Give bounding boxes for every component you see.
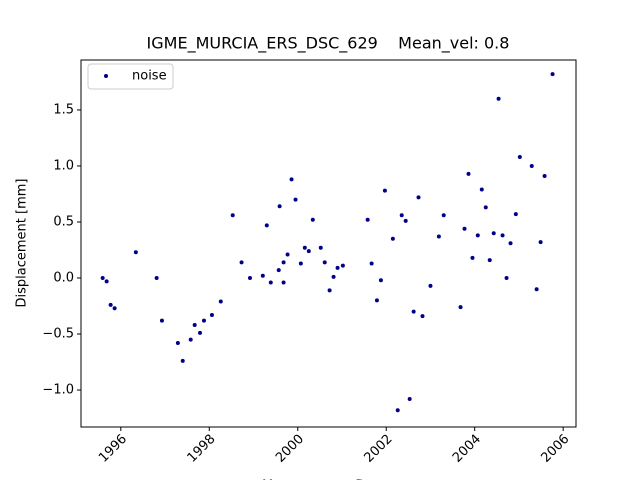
- point: [322, 260, 327, 265]
- point: [436, 234, 441, 239]
- chart-title: IGME_MURCIA_ERS_DSC_629 Mean_vel: 0.8: [147, 34, 510, 54]
- point: [264, 223, 269, 228]
- point: [293, 197, 298, 202]
- point: [479, 187, 484, 192]
- point: [247, 276, 252, 281]
- point: [458, 305, 463, 310]
- y-axis-label: Displacement [mm]: [15, 179, 30, 308]
- point: [513, 212, 518, 217]
- point: [496, 96, 501, 101]
- point: [466, 171, 471, 176]
- point: [399, 213, 404, 218]
- point: [327, 288, 332, 293]
- point: [175, 340, 180, 345]
- point: [112, 306, 117, 311]
- point: [411, 309, 416, 314]
- point: [201, 318, 206, 323]
- point: [369, 261, 374, 266]
- point: [491, 231, 496, 236]
- y-tick-label: 1.0: [53, 158, 74, 173]
- point: [289, 177, 294, 182]
- point: [133, 250, 138, 255]
- point: [395, 408, 400, 413]
- point: [462, 226, 467, 231]
- point: [188, 337, 193, 342]
- point: [538, 240, 543, 245]
- point: [310, 217, 315, 222]
- point: [260, 273, 265, 278]
- point: [517, 155, 522, 160]
- point: [180, 358, 185, 363]
- point: [318, 245, 323, 250]
- point: [508, 241, 513, 246]
- point: [230, 213, 235, 218]
- point: [100, 276, 105, 281]
- y-tick-label: 0.0: [53, 271, 74, 286]
- y-tick-label: 1.5: [53, 102, 74, 117]
- point: [428, 283, 433, 288]
- point: [487, 258, 492, 263]
- point: [306, 249, 311, 254]
- point: [416, 195, 421, 200]
- y-tick-label: −0.5: [42, 327, 74, 342]
- point: [542, 174, 547, 179]
- point: [331, 274, 336, 279]
- point: [441, 213, 446, 218]
- point: [159, 318, 164, 323]
- point: [534, 287, 539, 292]
- point: [483, 205, 488, 210]
- axes-frame: [80, 59, 577, 428]
- point: [374, 298, 379, 303]
- point: [302, 245, 307, 250]
- legend-label: noise: [132, 69, 167, 84]
- point: [500, 233, 505, 238]
- point: [209, 312, 214, 317]
- point: [218, 299, 223, 304]
- point: [340, 263, 345, 268]
- y-tick-label: 0.5: [53, 214, 74, 229]
- point: [268, 280, 273, 285]
- point: [420, 314, 425, 319]
- point: [550, 72, 555, 77]
- legend-box: [87, 63, 174, 90]
- point: [239, 260, 244, 265]
- point: [407, 396, 412, 401]
- point: [470, 255, 475, 260]
- point: [475, 233, 480, 238]
- point: [281, 280, 286, 285]
- point: [285, 252, 290, 257]
- point: [154, 276, 159, 281]
- point: [192, 323, 197, 328]
- point: [529, 163, 534, 168]
- point: [298, 261, 303, 266]
- legend-marker: [104, 74, 108, 78]
- point: [108, 302, 113, 307]
- point: [281, 260, 286, 265]
- point: [403, 218, 408, 223]
- point: [277, 204, 282, 209]
- point: [504, 276, 509, 281]
- point: [335, 265, 340, 270]
- point: [276, 268, 281, 273]
- point: [197, 330, 202, 335]
- x-axis-label: Measurement Date: [262, 479, 386, 480]
- point: [365, 217, 370, 222]
- point: [378, 278, 383, 283]
- point: [390, 236, 395, 241]
- y-tick-label: −1.0: [42, 383, 74, 398]
- point: [104, 279, 109, 284]
- point: [382, 188, 387, 193]
